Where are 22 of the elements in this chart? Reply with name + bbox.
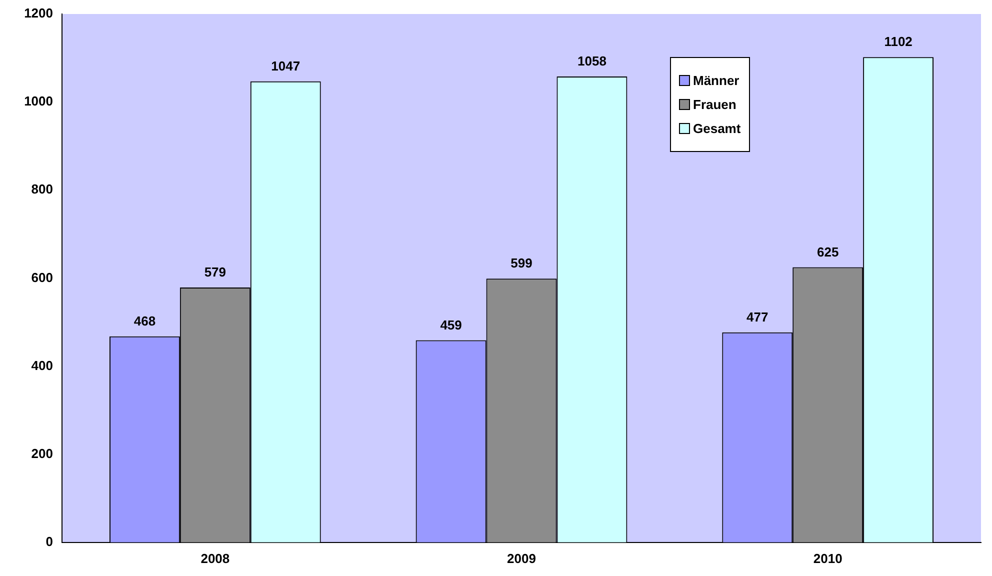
legend-label: Gesamt <box>693 121 741 136</box>
data-label: 1058 <box>577 54 606 69</box>
y-tick-label: 400 <box>31 358 53 373</box>
x-tick-label: 2009 <box>507 550 536 566</box>
x-tick-label: 2008 <box>200 550 230 566</box>
data-label: 477 <box>746 309 768 324</box>
y-tick-label: 800 <box>31 182 53 197</box>
data-label: 468 <box>134 313 156 328</box>
legend-label: Männer <box>693 73 740 88</box>
y-tick-label: 0 <box>46 534 53 549</box>
data-label: 579 <box>204 264 226 280</box>
data-label: 1102 <box>884 34 912 50</box>
data-label: 1047 <box>271 58 300 74</box>
y-tick-label: 600 <box>31 270 53 285</box>
legend-label: Frauen <box>693 97 736 112</box>
y-tick-label: 1000 <box>24 94 53 109</box>
data-label: 599 <box>510 256 532 271</box>
x-tick-label: 2010 <box>813 550 842 566</box>
data-label: 625 <box>816 244 839 260</box>
data-label: 459 <box>440 317 462 332</box>
y-tick-label: 200 <box>31 446 53 461</box>
y-tick-label: 1200 <box>24 6 53 21</box>
